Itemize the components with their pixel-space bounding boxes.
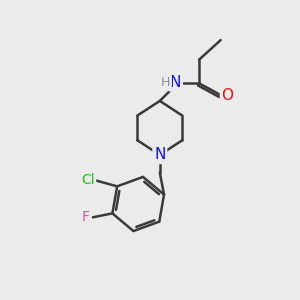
Text: Cl: Cl [81, 173, 94, 188]
Text: N: N [154, 147, 166, 162]
Text: H: H [161, 76, 170, 89]
Text: N: N [170, 75, 181, 90]
Text: O: O [221, 88, 233, 103]
Text: F: F [82, 210, 90, 224]
